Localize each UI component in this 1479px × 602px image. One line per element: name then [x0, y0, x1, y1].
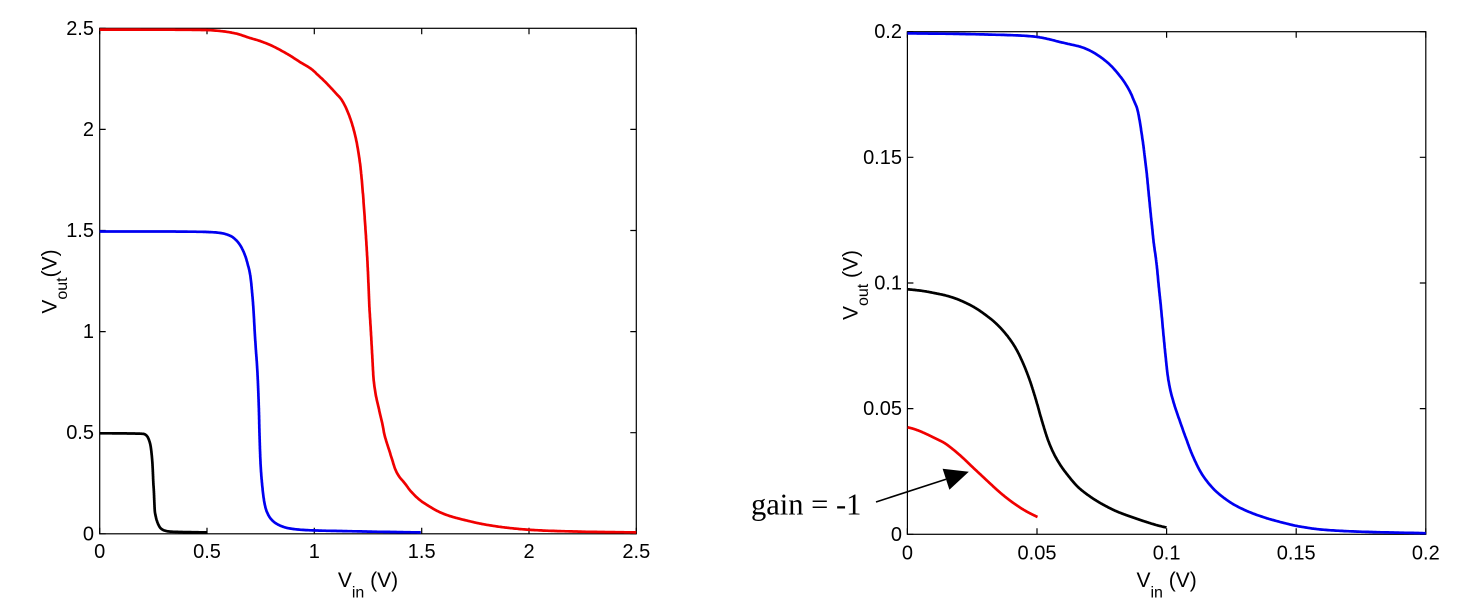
svg-text:1: 1	[309, 541, 320, 563]
svg-text:Vin (V): Vin (V)	[338, 569, 398, 602]
svg-text:0.1: 0.1	[874, 273, 902, 295]
svg-text:2.5: 2.5	[622, 541, 650, 563]
svg-text:0: 0	[94, 541, 105, 563]
svg-text:2.5: 2.5	[66, 18, 94, 40]
svg-text:1.5: 1.5	[66, 220, 94, 242]
svg-text:0.2: 0.2	[874, 21, 902, 43]
svg-text:0.5: 0.5	[193, 541, 221, 563]
svg-text:0: 0	[891, 524, 902, 546]
svg-text:2: 2	[523, 541, 534, 563]
svg-text:0: 0	[83, 523, 94, 545]
svg-text:Vout (V): Vout (V)	[840, 250, 873, 320]
svg-text:0.2: 0.2	[1412, 543, 1440, 565]
svg-text:Vout(V): Vout(V)	[39, 249, 72, 313]
svg-text:0: 0	[902, 543, 913, 565]
svg-text:0.15: 0.15	[1277, 543, 1316, 565]
svg-text:gain = -1: gain = -1	[751, 488, 861, 522]
svg-text:1: 1	[83, 321, 94, 343]
svg-text:0.05: 0.05	[863, 398, 902, 420]
svg-text:2: 2	[83, 119, 94, 141]
svg-text:0.15: 0.15	[863, 147, 902, 169]
svg-text:0.5: 0.5	[66, 422, 94, 444]
svg-text:1.5: 1.5	[408, 541, 436, 563]
svg-text:0.05: 0.05	[1018, 543, 1057, 565]
svg-text:0.1: 0.1	[1153, 543, 1181, 565]
svg-text:Vin (V): Vin (V)	[1136, 569, 1196, 602]
